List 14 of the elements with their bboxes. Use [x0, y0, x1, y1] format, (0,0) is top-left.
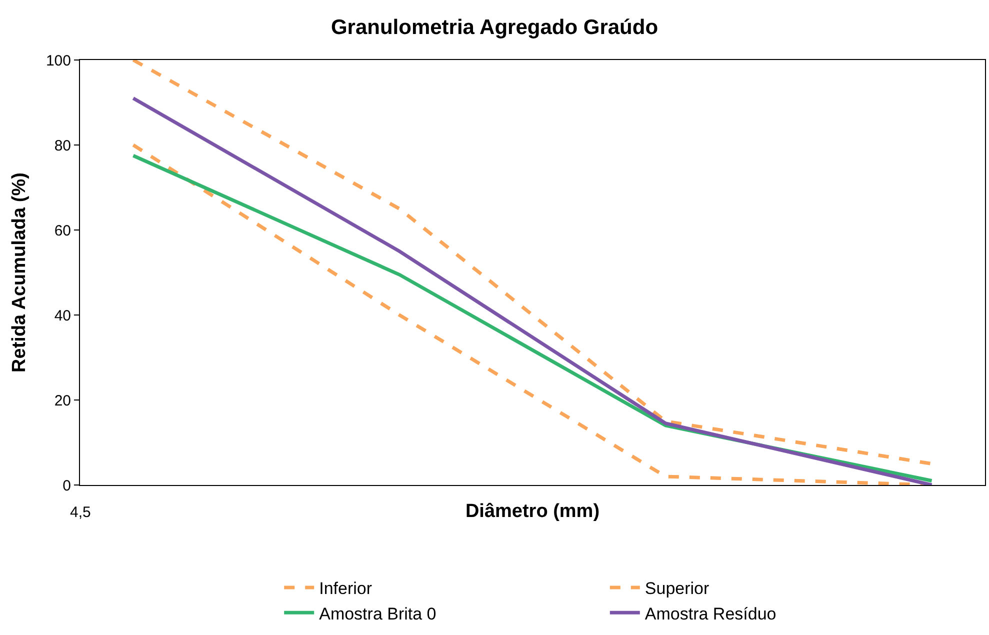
text: 4,5	[70, 504, 91, 521]
y-tick-label: 60	[54, 222, 71, 240]
y-tick-label: 20	[54, 392, 71, 410]
x-axis-title: Diâmetro (mm)	[465, 500, 600, 522]
y-axis-title: Retida Acumulada (%)	[8, 172, 30, 372]
y-tick-label: 40	[54, 307, 71, 324]
legend-label: Amostra Resíduo	[644, 604, 776, 624]
legend-label: Superior	[644, 579, 710, 598]
y-tick-label: 0	[62, 477, 71, 494]
legend-label: Inferior	[319, 579, 372, 598]
legend-label: Amostra Brita 0	[319, 604, 436, 624]
chart-title: Granulometria Agregado Graúdo	[330, 16, 658, 39]
y-tick-label: 80	[54, 137, 71, 154]
y-tick-label: 100	[46, 52, 71, 70]
